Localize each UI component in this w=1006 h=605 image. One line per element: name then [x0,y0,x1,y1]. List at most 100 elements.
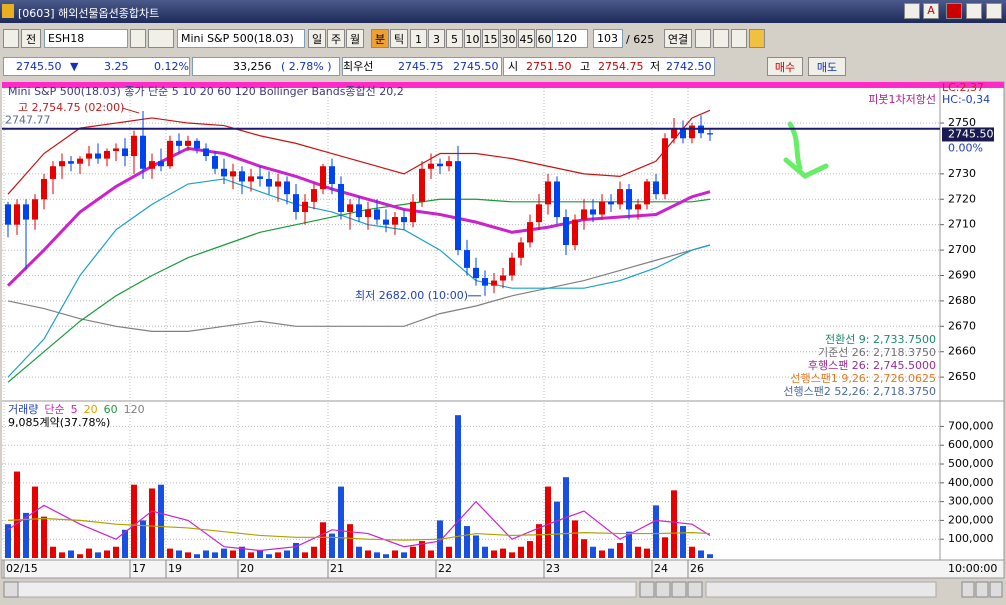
sound-button[interactable] [148,29,174,48]
volume-bar [509,552,515,558]
settings-icon[interactable] [749,29,765,48]
toolbar-button[interactable]: 3 [428,29,445,48]
indicator-line [7,109,711,195]
candle-body [464,250,470,268]
toolbar-button[interactable]: 10 [464,29,481,48]
y-tick-label: 400,000 [948,476,994,489]
count-input[interactable]: 103 [593,29,623,48]
candle-body [50,166,56,179]
tool-button[interactable]: A [923,3,939,19]
zoom-in[interactable] [975,581,989,598]
toolbar-button[interactable]: 30 [500,29,517,48]
tool-icon[interactable] [713,29,729,48]
candle-body [338,184,344,212]
toolbar-button[interactable]: 60 [536,29,553,48]
toolbar-button[interactable]: 주 [327,29,345,48]
candle-body [230,171,236,177]
candle-body [428,163,434,169]
candle-body [5,204,11,225]
candle-body [41,178,47,200]
buy-button[interactable]: 매수 [767,57,803,76]
product-input[interactable]: Mini S&P 500(18.03) [177,29,305,48]
volume-bar [473,535,479,558]
toolbar-button[interactable]: 일 [308,29,326,48]
volume-bar [104,550,110,558]
candle-body [509,257,515,276]
candle-body [446,161,452,167]
high-value: 2754.75 [598,60,644,73]
candle-body [293,194,299,212]
candle-body [365,209,371,218]
candle-body [707,133,713,135]
volume-bar [41,516,47,558]
scroll-left[interactable] [3,581,19,598]
volume-bar [707,554,713,558]
tool-icon[interactable] [695,29,711,48]
toolbar-button[interactable]: 45 [518,29,535,48]
help-button[interactable] [946,3,962,19]
toolbar-button[interactable]: 5 [446,29,463,48]
volume-bar [140,520,146,558]
volume-bar [311,546,317,558]
scroll-forward[interactable] [671,581,687,598]
search-button[interactable] [130,29,146,48]
candle-body [635,204,641,210]
candle-body [626,189,632,210]
candle-body [590,209,596,215]
candle-body [95,153,101,159]
minimize-button[interactable] [966,3,982,19]
candle-body [383,219,389,225]
candle-body [239,171,245,182]
x-tick-label: 22 [438,562,452,575]
print-button[interactable] [904,3,920,19]
candle-body [194,140,200,149]
candle-body [473,267,479,279]
zoom-slider[interactable] [705,581,937,598]
y-tick-label: 2650 [948,370,976,383]
volume-bar [572,520,578,558]
legend-entry: 5 [71,403,78,416]
candle-body [302,201,308,212]
scroll-back[interactable] [639,581,655,598]
y-tick-label: 2660 [948,345,976,358]
volume-bar [176,550,182,558]
volume-bar [329,533,335,558]
pivot-band [2,82,1004,88]
volume-bar [617,542,623,558]
link-button[interactable]: 연결 [664,29,692,48]
candle-body [149,161,155,169]
toolbar-button[interactable]: 분 [371,29,389,48]
scroll-right[interactable] [687,581,703,598]
auto-button[interactable] [989,581,1003,598]
candle-body [617,189,623,205]
best-label: 최우선 [343,60,374,73]
mode-button[interactable]: 전 [21,29,41,48]
toolbar-button[interactable]: 15 [482,29,499,48]
toolbar-button[interactable]: 1 [410,29,427,48]
volume-bar [680,526,686,558]
volume-bar [401,552,407,558]
volume-bar [167,548,173,558]
volume-bar [482,546,488,558]
scroll-stop[interactable] [655,581,671,598]
zoom-out[interactable] [961,581,975,598]
candle-body [518,242,524,258]
close-button[interactable] [986,3,1002,19]
sell-button[interactable]: 매도 [808,57,846,76]
volume-bar [365,550,371,558]
scroll-track[interactable] [17,581,637,598]
x-tick-label: 02/15 [6,562,38,575]
candle-body [437,163,443,167]
menu-button[interactable] [3,29,19,48]
candle-body [23,204,29,220]
candle-body [662,138,668,195]
interval-select[interactable]: 120 [552,29,588,48]
volume-bar [239,546,245,558]
x-tick-label: 23 [546,562,560,575]
code-input[interactable]: ESH18 [44,29,128,48]
toolbar-button[interactable]: 월 [346,29,364,48]
axis-background [939,81,1005,561]
volume-bar [194,554,200,558]
tool-icon[interactable] [731,29,747,48]
toolbar-button[interactable]: 틱 [390,29,408,48]
